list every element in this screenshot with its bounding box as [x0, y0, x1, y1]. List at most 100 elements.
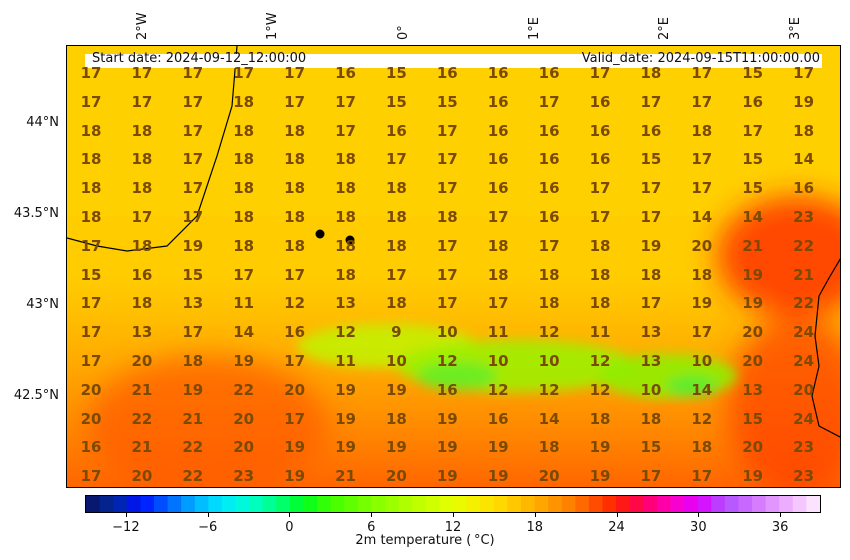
temperature-value: 23: [793, 467, 815, 486]
temperature-value: 17: [487, 208, 509, 226]
temperature-value: 13: [742, 380, 764, 399]
colorbar-tick: [125, 513, 127, 517]
temperature-value: 16: [793, 179, 815, 198]
temperature-value: 17: [436, 150, 458, 169]
temperature-value: 13: [182, 294, 204, 313]
temperature-value: 18: [131, 121, 153, 140]
temperature-value: 12: [284, 294, 306, 313]
lat-label: 44°N: [26, 115, 59, 130]
colorbar-segment: [643, 496, 658, 512]
colorbar-segment: [697, 496, 712, 512]
temperature-value: 22: [793, 294, 815, 313]
temperature-value: 20: [80, 380, 102, 399]
temperature-value: 18: [131, 179, 153, 198]
info-bar: [85, 54, 822, 68]
colorbar-segment: [289, 496, 304, 512]
colorbar-segment: [249, 496, 264, 512]
temperature-value: 14: [233, 323, 255, 342]
temperature-value: 15: [385, 92, 407, 111]
temperature-value: 22: [182, 467, 204, 486]
temperature-value: 17: [233, 265, 255, 284]
lat-label: 43°N: [26, 297, 59, 312]
colorbar-segment: [779, 496, 794, 512]
temperature-value: 17: [589, 179, 611, 198]
lon-label: 2°E: [657, 17, 672, 40]
temperature-value: 18: [80, 179, 102, 198]
colorbar-tick: [616, 513, 618, 517]
temperature-value: 18: [589, 236, 611, 255]
valid-date: Valid_date: 2024-09-15T11:00:00.00: [581, 51, 820, 66]
colorbar-segment: [86, 496, 101, 512]
temperature-value: 22: [131, 409, 153, 428]
temperature-value: 18: [284, 179, 306, 198]
temperature-value: 10: [385, 352, 407, 370]
colorbar-segment: [371, 496, 386, 512]
temperature-value: 18: [233, 236, 255, 255]
temperature-value: 15: [436, 92, 458, 111]
temperature-value: 24: [793, 352, 815, 370]
colorbar-segment: [602, 496, 617, 512]
colorbar-segment: [806, 496, 820, 512]
temperature-value: 19: [284, 467, 306, 486]
temperature-value: 17: [80, 323, 102, 342]
temperature-value: 19: [385, 438, 407, 457]
temperature-value: 19: [742, 467, 764, 486]
temperature-value: 20: [793, 380, 815, 399]
temperature-value: 23: [233, 467, 255, 486]
temperature-value: 14: [691, 380, 713, 399]
temperature-value: 10: [538, 352, 560, 370]
temperature-value: 17: [131, 208, 153, 226]
temperature-value: 17: [589, 64, 611, 82]
temperature-value: 20: [742, 352, 764, 370]
temperature-value: 20: [131, 352, 153, 370]
temperature-value: 14: [793, 150, 815, 169]
temperature-value: 17: [691, 467, 713, 486]
temperature-value: 18: [284, 150, 306, 169]
temperature-value: 17: [487, 294, 509, 313]
temperature-value: 18: [233, 121, 255, 140]
temperature-value: 15: [640, 150, 662, 169]
temperature-value: 22: [233, 380, 255, 399]
temperature-value: 17: [131, 92, 153, 111]
temperature-value: 18: [385, 179, 407, 198]
temperature-value: 17: [538, 236, 560, 255]
colorbar-segment: [425, 496, 440, 512]
temperature-value: 18: [385, 208, 407, 226]
temperature-value: 18: [335, 265, 356, 284]
temperature-value: 21: [131, 380, 153, 399]
temperature-value: 18: [385, 294, 407, 313]
temperature-value: 18: [335, 208, 356, 226]
temperature-value: 17: [233, 64, 255, 82]
temperature-value: 16: [385, 121, 407, 140]
temperature-value: 24: [793, 409, 815, 428]
colorbar-segment: [167, 496, 182, 512]
temperature-value: 19: [335, 380, 356, 399]
temperature-value: 18: [640, 409, 662, 428]
temperature-value: 17: [284, 92, 306, 111]
colorbar-tick: [371, 513, 373, 517]
temperature-value: 17: [284, 409, 306, 428]
temperature-value: 13: [131, 323, 153, 342]
temperature-value: 16: [335, 64, 356, 82]
colorbar-segment: [398, 496, 413, 512]
colorbar-segment: [548, 496, 563, 512]
temperature-value: 11: [487, 323, 509, 342]
temperature-value: 16: [487, 409, 509, 428]
temperature-value: 17: [284, 265, 306, 284]
temperature-value: 15: [742, 409, 764, 428]
colorbar-segment: [480, 496, 495, 512]
temperature-value: 10: [487, 352, 509, 370]
temperature-value: 18: [691, 121, 713, 140]
temperature-value: 17: [640, 92, 662, 111]
temperature-value: 16: [538, 64, 560, 82]
city-dot: [345, 235, 355, 245]
temperature-value: 15: [742, 64, 764, 82]
temperature-value: 16: [80, 438, 102, 457]
temperature-value: 18: [80, 208, 102, 226]
temperature-value: 19: [385, 380, 407, 399]
coastline-mediterranean: [811, 258, 840, 438]
temperature-value: 16: [589, 121, 611, 140]
temperature-value: 18: [131, 150, 153, 169]
temperature-value: 16: [589, 150, 611, 169]
temperature-value: 10: [436, 323, 458, 342]
